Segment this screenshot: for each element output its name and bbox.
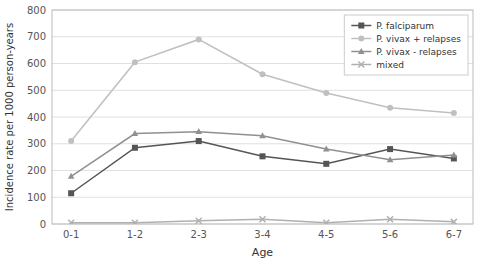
y-tick-label: 800: [27, 5, 46, 16]
point: [387, 156, 394, 162]
point: [451, 151, 458, 157]
y-tick-label: 400: [27, 112, 46, 123]
point: [195, 128, 202, 134]
plot-area: [68, 36, 457, 224]
series: [68, 216, 457, 224]
point: [323, 220, 329, 224]
grid-line: [52, 197, 473, 198]
point: [323, 146, 330, 152]
legend-box: [344, 15, 468, 75]
point: [196, 36, 202, 42]
plot-frame: [52, 10, 473, 224]
point: [196, 138, 202, 144]
legend-label: P. vivax + relapses: [376, 34, 461, 44]
point: [259, 132, 266, 138]
legend-marker: [358, 48, 365, 54]
y-tick-label: 700: [27, 31, 46, 42]
series: [68, 128, 457, 179]
point: [260, 153, 266, 159]
y-axis: 0 100 200 300 400 500 600 700 800: [27, 5, 473, 230]
grid-line: [52, 90, 473, 91]
point: [451, 110, 457, 116]
point: [260, 216, 266, 222]
point: [260, 71, 266, 77]
point: [68, 138, 74, 144]
point: [68, 190, 74, 196]
legend-label: P. falciparum: [376, 21, 434, 31]
y-tick-label: 200: [27, 165, 46, 176]
grid-line: [52, 143, 473, 144]
point: [132, 220, 138, 224]
x-axis: 0-1 1-2 2-3 3-4 4-5 5-6 6-7: [63, 229, 462, 240]
legend-marker: [358, 62, 364, 68]
x-tick-label: 2-3: [191, 229, 207, 240]
legend-marker: [358, 23, 364, 29]
point: [132, 130, 139, 136]
series-line: [71, 132, 454, 177]
legend-label: mixed: [376, 60, 404, 70]
point: [323, 161, 329, 167]
y-tick-label: 0: [40, 219, 46, 230]
legend: P. falciparum P. vivax + relapses P. vivax…: [344, 15, 468, 75]
x-tick-label: 1-2: [127, 229, 143, 240]
legend-label: P. vivax - relapses: [376, 47, 457, 57]
x-tick-label: 3-4: [254, 229, 270, 240]
series: [68, 36, 457, 144]
point: [387, 105, 393, 111]
point: [387, 146, 393, 152]
x-tick-label: 5-6: [382, 229, 398, 240]
series-line: [71, 141, 454, 193]
grid-line: [52, 117, 473, 118]
point: [323, 90, 329, 96]
y-tick-label: 100: [27, 192, 46, 203]
chart: 0 100 200 300 400 500 600 700 800 0-1 1-2 2-3 3-4 4-5…: [0, 0, 483, 262]
point: [68, 220, 74, 224]
point: [451, 219, 457, 224]
point: [387, 216, 393, 222]
y-axis-label: Incidence rate per 1000 person-years: [4, 23, 15, 211]
x-tick-label: 4-5: [318, 229, 334, 240]
point: [68, 173, 75, 179]
x-axis-label: Age: [252, 246, 274, 259]
legend-marker: [358, 36, 364, 42]
y-tick-label: 600: [27, 58, 46, 69]
y-tick-label: 500: [27, 85, 46, 96]
point: [132, 59, 138, 65]
y-tick-label: 300: [27, 138, 46, 149]
point: [196, 218, 202, 224]
point: [132, 145, 138, 151]
x-tick-label: 0-1: [63, 229, 79, 240]
grid-line: [52, 170, 473, 171]
series: [68, 138, 457, 196]
x-tick-label: 6-7: [446, 229, 462, 240]
